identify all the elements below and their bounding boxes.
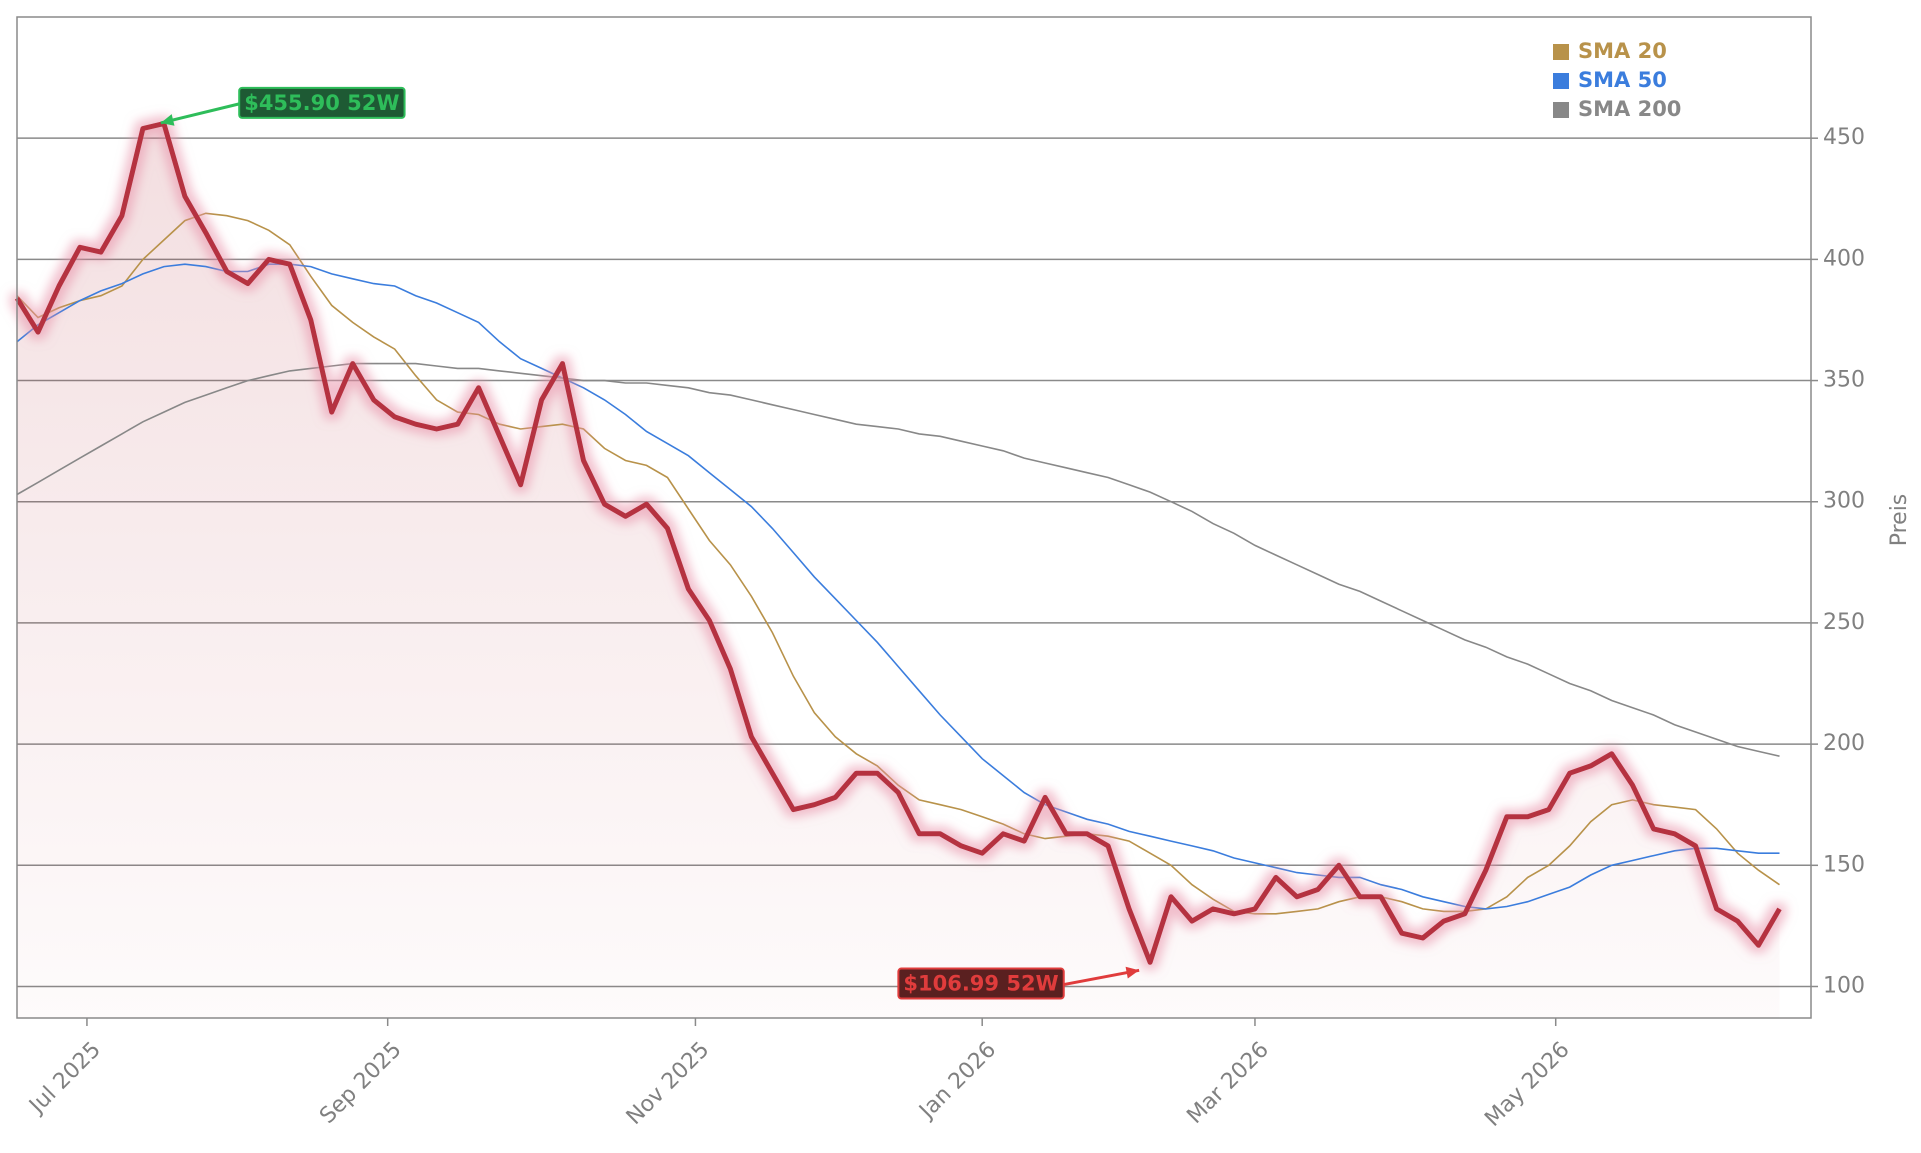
x-tick-label: Jul 2025 [24, 1037, 106, 1119]
y-axis-label: Preis [1887, 494, 1912, 547]
legend-swatch [1553, 44, 1569, 60]
sma-line [16, 263, 1780, 910]
x-tick-label: Sep 2025 [315, 1037, 407, 1129]
y-tick-label: 450 [1823, 125, 1865, 150]
annotation: $455.90 52W [160, 86, 406, 126]
y-tick-label: 250 [1823, 610, 1865, 635]
annotation-arrow [160, 102, 240, 125]
y-tick-label: 400 [1823, 246, 1865, 271]
x-tick-label: Mar 2026 [1182, 1037, 1274, 1129]
legend-label: SMA 50 [1578, 68, 1667, 92]
annotation-arrow [1063, 968, 1140, 987]
y-tick-label: 100 [1823, 973, 1865, 998]
legend-swatch [1553, 73, 1569, 89]
annotation: $106.99 52W [897, 966, 1140, 1000]
legend-swatch [1553, 102, 1569, 118]
y-tick-label: 200 [1823, 731, 1865, 756]
price-line [14, 121, 1782, 965]
x-tick-label: Jan 2026 [914, 1037, 1002, 1125]
legend-label: SMA 200 [1578, 97, 1681, 121]
x-tick-label: Nov 2025 [622, 1037, 715, 1130]
plot-frame [16, 16, 1812, 1019]
annotation-box [238, 86, 406, 119]
annotation-label: $455.90 52W [244, 91, 399, 115]
y-tick-label: 150 [1823, 852, 1865, 877]
sma-line [16, 362, 1780, 757]
annotation-arrowhead [160, 114, 175, 126]
price-area [17, 123, 1780, 1019]
legend-label: SMA 20 [1578, 39, 1667, 63]
y-tick-label: 300 [1823, 489, 1865, 514]
annotation-arrowhead [1125, 966, 1140, 979]
annotation-label: $106.99 52W [903, 972, 1058, 996]
y-tick-label: 350 [1823, 368, 1865, 393]
x-tick-label: May 2026 [1480, 1037, 1574, 1131]
